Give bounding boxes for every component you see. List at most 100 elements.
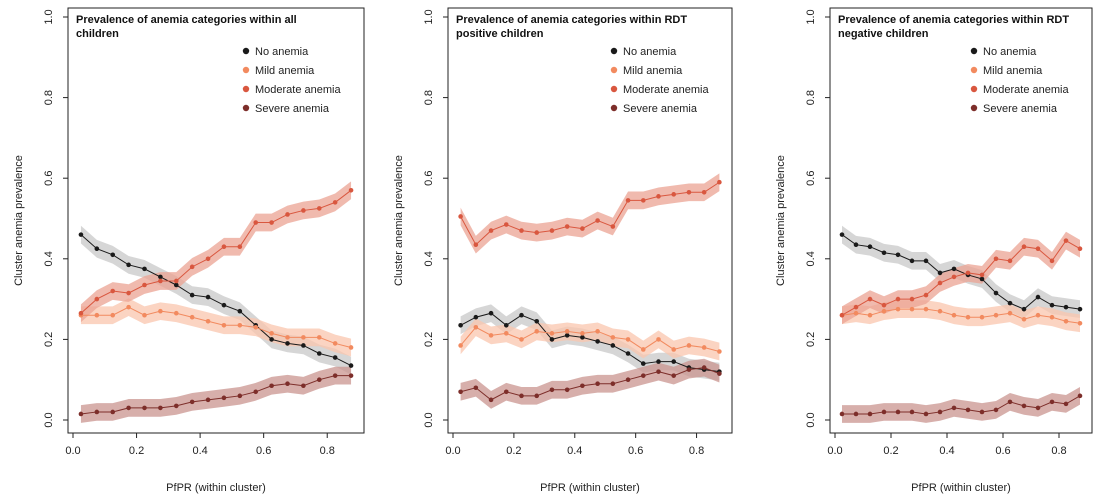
data-point <box>1077 246 1083 252</box>
data-point <box>285 381 290 387</box>
confidence-band <box>460 173 720 254</box>
confidence-band <box>80 366 352 423</box>
data-point <box>253 389 259 395</box>
series-line <box>80 234 352 367</box>
data-point <box>549 337 555 342</box>
data-point <box>205 256 211 262</box>
series-line <box>460 367 720 401</box>
legend-label: Moderate anemia <box>623 84 709 96</box>
data-point <box>965 314 971 320</box>
data-point <box>881 302 887 308</box>
data-point <box>332 373 338 378</box>
legend-label: Moderate anemia <box>255 84 341 96</box>
data-point <box>253 325 259 330</box>
data-point <box>595 381 600 387</box>
data-point <box>285 341 290 346</box>
data-point <box>348 373 354 378</box>
data-point <box>158 405 163 411</box>
series-line <box>841 308 1081 324</box>
data-point <box>1007 300 1013 306</box>
data-point <box>534 318 540 324</box>
data-point <box>488 310 494 316</box>
y-axis-label: Cluster anemia prevalence <box>13 155 25 286</box>
data-point <box>895 306 901 312</box>
data-point <box>534 393 540 399</box>
data-point <box>332 341 338 346</box>
confidence-band <box>842 231 1080 325</box>
data-point <box>221 244 227 250</box>
confidence-band <box>842 386 1080 423</box>
series-line <box>841 240 1081 316</box>
data-point <box>1007 310 1013 316</box>
legend-marker <box>242 104 250 112</box>
legend-marker <box>970 66 978 74</box>
data-point <box>332 355 338 360</box>
data-point <box>519 393 524 399</box>
data-point <box>173 282 179 288</box>
x-tick-label: 0.0 <box>65 445 80 457</box>
data-point <box>923 306 929 312</box>
data-point <box>1049 399 1055 405</box>
data-point <box>519 312 524 318</box>
data-point <box>640 347 646 352</box>
data-point <box>671 373 677 378</box>
data-point <box>269 337 274 342</box>
data-point <box>503 331 509 336</box>
legend-label: Severe anemia <box>983 103 1058 115</box>
y-tick-label: 0.8 <box>805 90 817 105</box>
legend-marker <box>242 47 250 55</box>
data-point <box>205 397 211 403</box>
data-point <box>1021 306 1027 312</box>
chart-title: Prevalence of anemia categories within R… <box>456 14 687 26</box>
data-point <box>1077 320 1083 326</box>
data-point <box>937 270 943 276</box>
data-point <box>625 337 631 342</box>
data-point <box>564 224 570 229</box>
data-point <box>881 409 887 415</box>
y-tick-label: 0.0 <box>805 412 817 427</box>
data-point <box>656 369 661 374</box>
data-point <box>316 351 322 356</box>
data-point <box>158 278 163 284</box>
data-point <box>951 405 957 411</box>
chart-panel-1: 0.0 0.2 0.4 0.6 0.8 1.0 0.0 0.2 0.4 0.6 0.8 PfPR (w… <box>13 7 365 494</box>
data-point <box>189 292 195 298</box>
data-point <box>158 274 163 280</box>
legend-marker <box>970 85 978 93</box>
plot-frame <box>829 7 1093 434</box>
x-tick-label: 0.6 <box>256 445 271 457</box>
data-point <box>534 230 540 235</box>
x-tick-label: 0.2 <box>129 445 144 457</box>
data-point <box>1063 238 1069 243</box>
data-point <box>519 337 524 342</box>
series-line <box>842 395 1081 415</box>
data-point <box>909 306 915 312</box>
legend-label: Severe anemia <box>255 103 330 115</box>
chart-title: Prevalence of anemia categories within a… <box>76 14 297 26</box>
confidence-band <box>80 298 352 357</box>
data-point <box>1021 403 1027 409</box>
data-point <box>221 302 227 308</box>
data-point <box>316 377 322 383</box>
data-point <box>701 365 707 370</box>
data-point <box>1049 314 1055 320</box>
data-point <box>285 212 290 217</box>
data-point <box>237 244 243 250</box>
legend-label: Severe anemia <box>623 103 698 115</box>
y-tick-label: 0.2 <box>805 332 817 347</box>
data-point <box>993 256 999 262</box>
series-line <box>80 306 352 348</box>
data-point <box>488 397 494 403</box>
data-point <box>142 312 147 318</box>
data-point <box>937 409 943 415</box>
data-point <box>717 179 722 185</box>
legend-label: No anemia <box>983 46 1037 58</box>
legend-label: No anemia <box>255 46 309 58</box>
data-point <box>881 308 887 314</box>
x-axis-label: PfPR (within cluster) <box>540 482 640 494</box>
x-tick-label: 0.4 <box>192 445 207 457</box>
data-point <box>839 411 845 417</box>
data-point <box>237 393 243 399</box>
data-point <box>993 407 999 413</box>
